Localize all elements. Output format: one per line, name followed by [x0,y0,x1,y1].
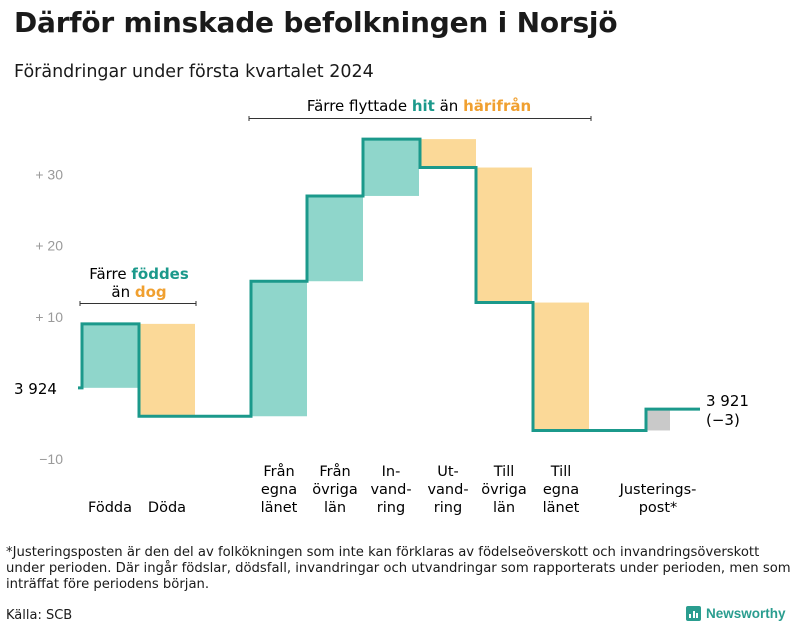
bar-decrease [139,323,195,417]
cumulative-step-line [78,137,700,432]
x-tick-label: Födda [88,500,132,516]
newsworthy-icon [686,605,701,621]
y-tick-label: + 10 [35,309,63,325]
y-tick-label: + 20 [35,238,63,254]
end-value-label: 3 921 [706,392,749,410]
bar-decrease [420,139,476,168]
bar-increase [363,139,419,196]
births-annotation-line1: Färre föddes [89,265,189,283]
chart-title: Därför minskade befolkningen i Norsjö [14,6,618,39]
births-annotation-line2: än dog [111,283,166,301]
x-tick-label: Till egna länet [543,464,580,516]
source-label: Källa: SCB [6,608,73,623]
x-tick-label: Ut-vand-ring [427,464,468,516]
x-tick-label: Till övriga län [481,464,527,516]
bar-increase [82,323,138,388]
waterfall-chart: + 30 + 20 + 10 −10 3 924 3 921(−3) Födda Döda Fr… [14,97,749,516]
bar-decrease [533,302,589,431]
x-tick-label: In-vand-ring [370,464,411,516]
x-tick-label: Från egna länet [261,463,298,516]
moves-annotation: Färre flyttade hit än härifrån [307,97,531,115]
brand-name: Newsworthy [706,605,786,621]
bar-decrease [476,167,532,303]
end-change-label: (−3) [706,411,740,429]
footnote: *Justeringsposten är den del av folkökni… [6,545,791,592]
bar-adjustment [646,409,670,431]
y-tick-label: −10 [39,451,63,467]
x-tick-label: Justerings-post* [619,482,697,516]
x-tick-label: Döda [148,500,186,516]
brand-logo: Newsworthy [686,604,786,622]
bar-increase [251,281,307,417]
x-tick-label: Från övriga län [312,463,358,516]
chart-subtitle: Förändringar under första kvartalet 2024 [14,62,374,82]
start-value-label: 3 924 [14,380,57,398]
moves-annotation-bracket [248,116,592,121]
bar-increase [307,195,363,282]
births-annotation-bracket [79,301,197,306]
y-tick-label: + 30 [35,167,63,183]
